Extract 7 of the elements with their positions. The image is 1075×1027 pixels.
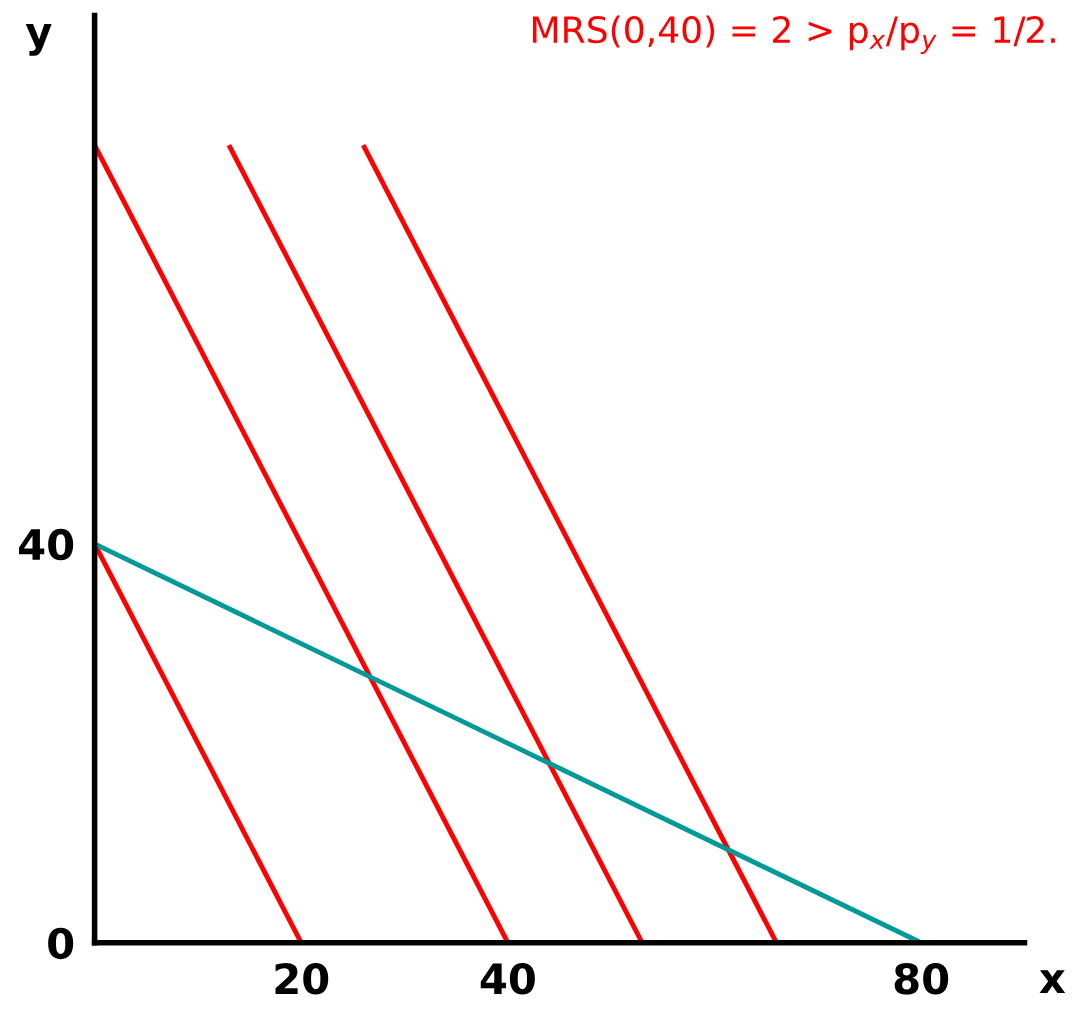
x-tick-label: 20	[275, 962, 329, 995]
annotation: MRS(0,40) = 2 > p$_{x}$/p$_{y}$ = 1/2.	[533, 15, 1055, 54]
y-axis-title: y	[25, 23, 52, 56]
x-tick-label: 80	[894, 962, 949, 995]
x-tick-label: 40	[480, 962, 535, 995]
y-tick-label: 0	[48, 927, 74, 960]
x-axis-title: x	[1039, 970, 1066, 993]
